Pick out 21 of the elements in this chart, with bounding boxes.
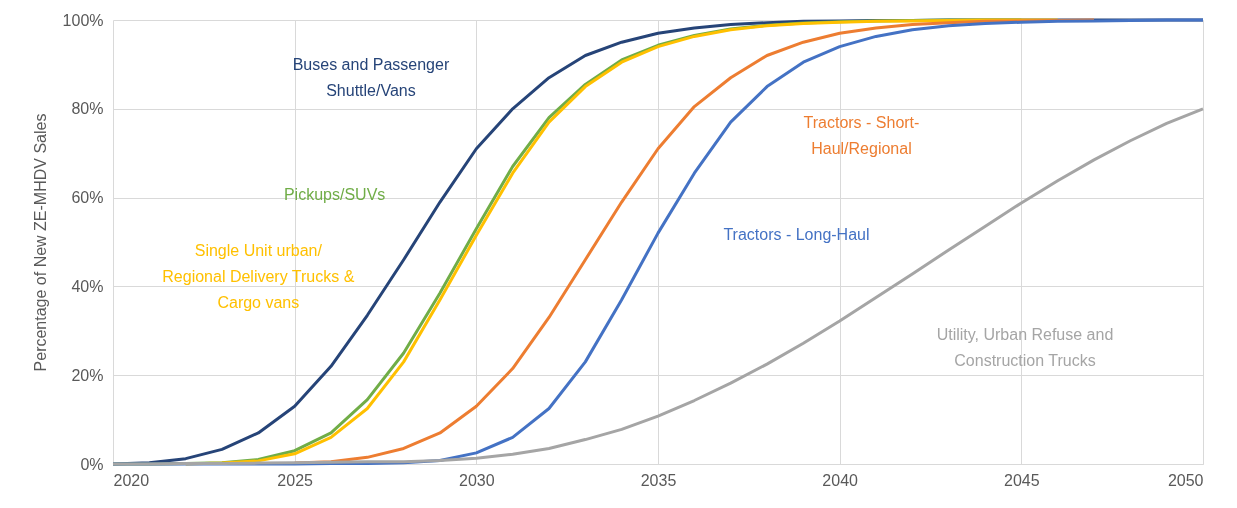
x-tick-label: 2045 [1004,471,1040,489]
text: Tractors - Short- Haul/Regional [803,114,920,158]
y-tick-label: 80% [71,100,104,118]
y-tick-label: 60% [71,189,104,207]
y-axis-title: Percentage of New ZE-MHDV Sales [31,113,49,372]
x-tick-label: 2040 [822,471,859,489]
text: Pickups/SUVs [283,185,386,203]
x-tick-label: 2035 [640,471,677,489]
x-tick-label: 2050 [1167,471,1204,489]
text: Single Unit urban/ Regional Delivery Trucks & Cargo vans [162,241,355,311]
line-series [111,107,1205,466]
x-tick-label: 2030 [459,471,495,489]
text: Buses and Passenger Shuttle/Vans [292,56,450,100]
y-tick-label: 0% [80,455,104,473]
x-tick-label: 2025 [277,471,314,489]
y-tick-label: 40% [71,277,104,295]
y-tick-label: 100% [62,11,104,29]
x-tick-label: 2020 [113,471,150,489]
y-tick-label: 20% [71,366,104,384]
text: Tractors - Long-Haul [723,225,870,243]
text: Utility, Urban Refuse and Construction Trucks [936,325,1114,369]
